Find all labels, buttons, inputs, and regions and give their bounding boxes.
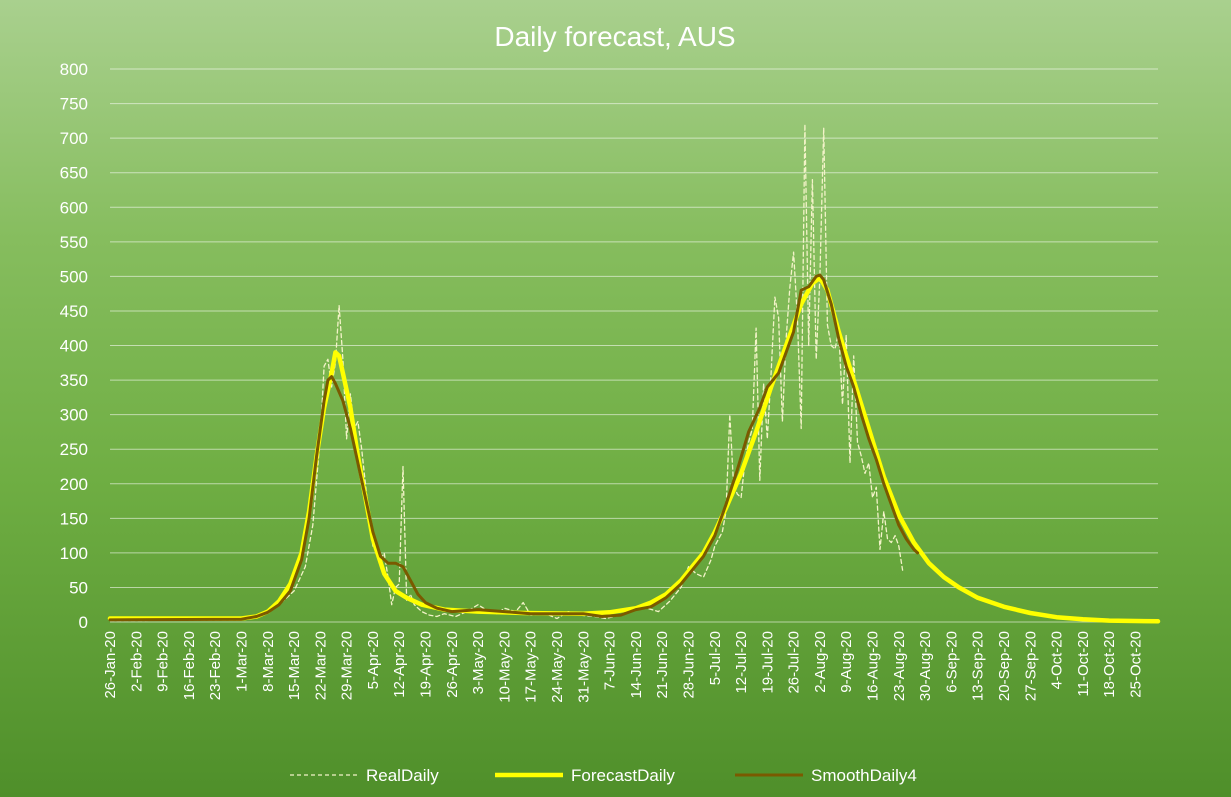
x-tick-label: 30-Aug-20 [917, 631, 934, 701]
legend-label-smoothdaily4: SmoothDaily4 [811, 766, 917, 785]
x-tick-label: 12-Apr-20 [391, 631, 408, 698]
y-tick-label: 250 [60, 440, 88, 459]
x-tick-label: 24-May-20 [549, 631, 566, 703]
x-tick-label: 26-Jan-20 [102, 631, 119, 699]
x-tick-label: 6-Sep-20 [943, 631, 960, 693]
y-tick-label: 100 [60, 544, 88, 563]
x-tick-label: 27-Sep-20 [1022, 631, 1039, 701]
x-tick-label: 15-Mar-20 [286, 631, 303, 700]
gridlines [110, 68, 1158, 623]
x-tick-label: 23-Aug-20 [891, 631, 908, 701]
x-tick-label: 1-Mar-20 [233, 631, 250, 692]
y-tick-label: 500 [60, 267, 88, 286]
y-tick-label: 50 [69, 578, 88, 597]
x-tick-label: 11-Oct-20 [1075, 631, 1092, 697]
x-tick-label: 21-Jun-20 [654, 631, 671, 699]
x-tick-label: 28-Jun-20 [680, 631, 697, 699]
x-tick-label: 5-Jul-20 [707, 631, 724, 685]
x-tick-label: 2-Feb-20 [128, 631, 145, 692]
x-tick-label: 5-Apr-20 [365, 631, 382, 689]
x-tick-label: 25-Oct-20 [1127, 631, 1144, 698]
series-line-forecastdaily [107, 275, 1161, 624]
x-tick-label: 23-Feb-20 [207, 631, 224, 700]
y-tick-label: 600 [60, 198, 88, 217]
y-axis-ticks: 0 50 100 150 200 250 300 350 400 450 500 550 600 650 7… [60, 60, 88, 632]
x-tick-label: 7-Jun-20 [602, 631, 619, 690]
y-tick-label: 200 [60, 475, 88, 494]
y-tick-label: 550 [60, 233, 88, 252]
x-tick-label: 17-May-20 [523, 631, 540, 703]
y-tick-label: 800 [60, 60, 88, 79]
y-tick-label: 150 [60, 509, 88, 528]
x-tick-label: 8-Mar-20 [260, 631, 277, 692]
legend: RealDaily ForecastDaily SmoothDaily4 [290, 766, 917, 785]
x-tick-label: 19-Jul-20 [759, 631, 776, 694]
x-tick-label: 29-Mar-20 [339, 631, 356, 700]
legend-label-forecastdaily: ForecastDaily [571, 766, 675, 785]
series-line-smoothdaily4 [108, 273, 920, 622]
chart-title: Daily forecast, AUS [494, 21, 735, 52]
series-line-realdaily [109, 123, 904, 622]
y-tick-label: 700 [60, 129, 88, 148]
x-tick-label: 22-Mar-20 [312, 631, 329, 700]
x-tick-label: 10-May-20 [496, 631, 513, 703]
x-tick-label: 18-Oct-20 [1101, 631, 1118, 698]
x-tick-label: 9-Aug-20 [838, 631, 855, 693]
y-tick-label: 400 [60, 337, 88, 356]
y-tick-label: 650 [60, 164, 88, 183]
x-tick-label: 9-Feb-20 [155, 631, 172, 692]
x-tick-label: 14-Jun-20 [628, 631, 645, 699]
y-tick-label: 750 [60, 95, 88, 114]
x-tick-label: 16-Feb-20 [181, 631, 198, 700]
x-tick-label: 3-May-20 [470, 631, 487, 694]
x-tick-label: 2-Aug-20 [812, 631, 829, 693]
series-lines [107, 123, 1161, 624]
y-tick-label: 450 [60, 302, 88, 321]
x-tick-label: 13-Sep-20 [970, 631, 987, 701]
x-tick-label: 20-Sep-20 [996, 631, 1013, 701]
x-tick-label: 26-Jul-20 [786, 631, 803, 694]
x-tick-label: 31-May-20 [575, 631, 592, 703]
y-tick-label: 350 [60, 371, 88, 390]
x-tick-label: 26-Apr-20 [444, 631, 461, 698]
x-tick-label: 4-Oct-20 [1049, 631, 1066, 689]
x-axis-ticks: 26-Jan-20 2-Feb-20 9-Feb-20 16-Feb-20 23-Feb… [102, 631, 1144, 703]
y-tick-label: 0 [79, 613, 88, 632]
y-tick-label: 300 [60, 406, 88, 425]
legend-label-realdaily: RealDaily [366, 766, 439, 785]
x-tick-label: 16-Aug-20 [865, 631, 882, 701]
x-tick-label: 19-Apr-20 [418, 631, 435, 698]
x-tick-label: 12-Jul-20 [733, 631, 750, 694]
